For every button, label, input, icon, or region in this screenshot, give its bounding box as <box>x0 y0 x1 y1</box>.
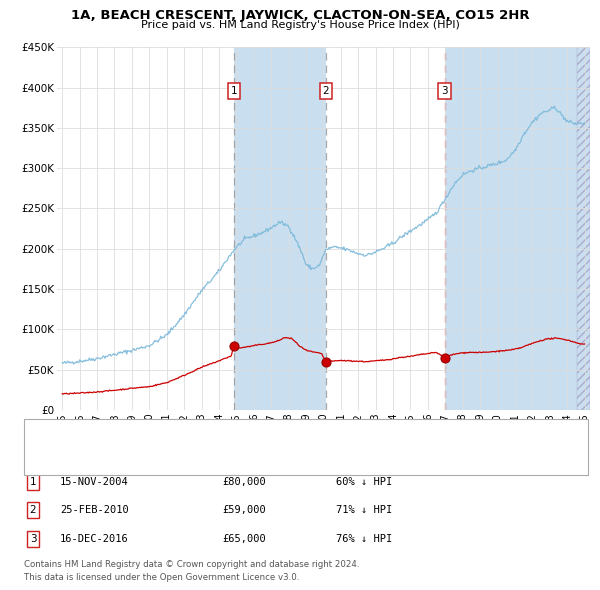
Text: 1A, BEACH CRESCENT, JAYWICK, CLACTON-ON-SEA, CO15 2HR: 1A, BEACH CRESCENT, JAYWICK, CLACTON-ON-… <box>71 9 529 22</box>
Text: 76% ↓ HPI: 76% ↓ HPI <box>336 534 392 543</box>
Text: 1: 1 <box>29 477 37 487</box>
Text: 3: 3 <box>441 86 448 96</box>
Bar <box>577 47 590 410</box>
Text: 2: 2 <box>323 86 329 96</box>
Text: HPI: Average price, detached house, Tendring: HPI: Average price, detached house, Tend… <box>78 454 301 464</box>
Text: This data is licensed under the Open Government Licence v3.0.: This data is licensed under the Open Gov… <box>24 573 299 582</box>
Text: £59,000: £59,000 <box>222 506 266 515</box>
Text: £65,000: £65,000 <box>222 534 266 543</box>
Text: £80,000: £80,000 <box>222 477 266 487</box>
Text: 60% ↓ HPI: 60% ↓ HPI <box>336 477 392 487</box>
Text: 25-FEB-2010: 25-FEB-2010 <box>60 506 129 515</box>
Bar <box>234 47 326 410</box>
Text: Contains HM Land Registry data © Crown copyright and database right 2024.: Contains HM Land Registry data © Crown c… <box>24 560 359 569</box>
Text: 15-NOV-2004: 15-NOV-2004 <box>60 477 129 487</box>
Text: 1: 1 <box>231 86 238 96</box>
Text: 2: 2 <box>29 506 37 515</box>
Text: Price paid vs. HM Land Registry's House Price Index (HPI): Price paid vs. HM Land Registry's House … <box>140 20 460 30</box>
Text: 16-DEC-2016: 16-DEC-2016 <box>60 534 129 543</box>
Text: 71% ↓ HPI: 71% ↓ HPI <box>336 506 392 515</box>
Text: 1A, BEACH CRESCENT, JAYWICK, CLACTON-ON-SEA, CO15 2HR (detached house): 1A, BEACH CRESCENT, JAYWICK, CLACTON-ON-… <box>78 430 472 440</box>
Bar <box>445 47 590 410</box>
Text: 3: 3 <box>29 534 37 543</box>
